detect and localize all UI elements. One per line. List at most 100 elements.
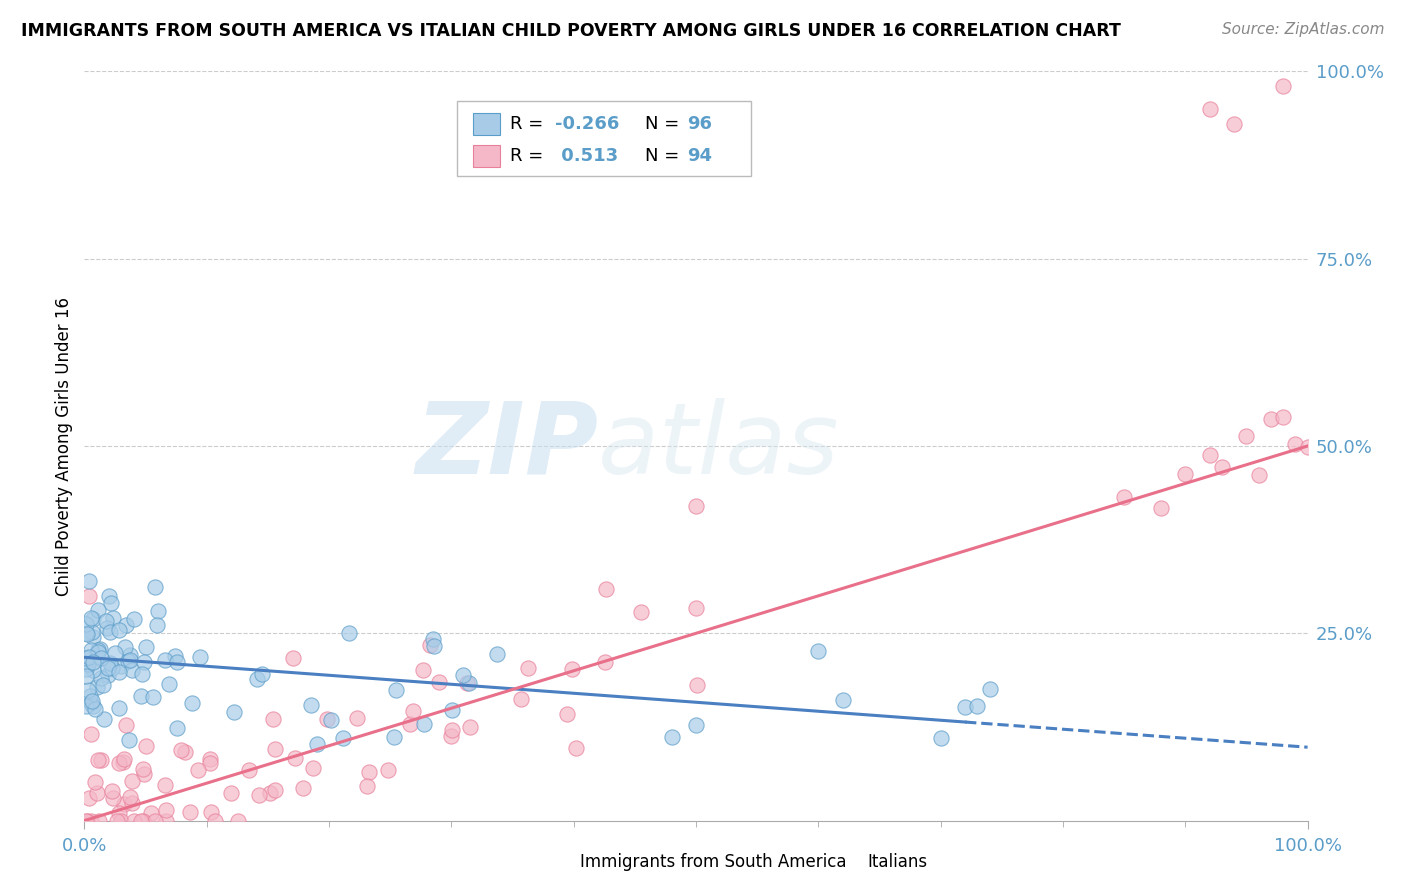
Point (90, 671, 112, 685)
Point (131, 814, 153, 828)
FancyBboxPatch shape (543, 851, 569, 873)
Point (356, 779, 378, 793)
Point (135, 739, 157, 753)
Point (87, 753, 110, 767)
Point (831, 693, 853, 707)
Point (456, 675, 478, 690)
Point (108, 665, 131, 679)
Point (219, 786, 242, 800)
Text: 96: 96 (688, 115, 713, 133)
Point (105, 814, 128, 828)
Text: IMMIGRANTS FROM SOUTH AMERICA VS ITALIAN CHILD POVERTY AMONG GIRLS UNDER 16 CORR: IMMIGRANTS FROM SOUTH AMERICA VS ITALIAN… (21, 22, 1121, 40)
Point (402, 705, 425, 719)
Point (247, 788, 270, 802)
Text: N =: N = (644, 115, 685, 133)
Point (139, 806, 162, 821)
Point (146, 604, 169, 618)
Point (80, 611, 103, 625)
Point (108, 756, 131, 770)
Point (686, 678, 709, 692)
Point (114, 618, 136, 632)
Point (117, 654, 139, 668)
Point (187, 763, 209, 777)
Point (101, 611, 124, 625)
Point (1247, 467, 1270, 482)
Point (685, 717, 707, 731)
Point (80, 643, 103, 657)
Text: R =: R = (510, 115, 548, 133)
Point (87, 643, 110, 657)
Point (82, 664, 104, 678)
Point (82, 630, 104, 644)
Point (440, 723, 463, 737)
Point (346, 711, 368, 725)
Point (96, 661, 118, 675)
Point (198, 752, 221, 766)
Point (132, 763, 155, 777)
Point (179, 805, 201, 820)
Point (86, 644, 108, 658)
Point (112, 755, 135, 769)
Point (561, 662, 583, 676)
Point (264, 782, 287, 797)
Point (135, 640, 157, 655)
FancyBboxPatch shape (474, 112, 501, 135)
Point (181, 696, 204, 710)
Point (170, 743, 193, 757)
Point (132, 767, 155, 781)
Point (292, 780, 315, 795)
Point (517, 660, 540, 674)
Point (555, 707, 578, 722)
Point (685, 600, 707, 615)
Point (77, 574, 100, 588)
Point (86, 603, 108, 617)
Point (76, 657, 98, 671)
Point (118, 790, 141, 805)
Point (204, 814, 226, 828)
Point (302, 761, 325, 775)
Point (115, 718, 138, 732)
Text: Source: ZipAtlas.com: Source: ZipAtlas.com (1222, 22, 1385, 37)
Point (93, 712, 115, 726)
Point (112, 797, 135, 811)
Point (91, 678, 114, 692)
Point (661, 730, 683, 744)
Point (807, 644, 830, 658)
Point (89, 814, 111, 828)
Text: 0.513: 0.513 (555, 147, 619, 165)
Point (299, 698, 322, 712)
Point (321, 714, 343, 728)
Point (174, 745, 197, 759)
Point (101, 791, 124, 805)
Point (104, 646, 127, 660)
Point (100, 624, 122, 639)
Point (1150, 501, 1173, 516)
Point (77, 589, 100, 603)
FancyBboxPatch shape (474, 145, 501, 168)
Point (166, 655, 188, 669)
Point (77, 649, 100, 664)
Point (108, 701, 131, 715)
Point (200, 805, 222, 819)
Point (101, 660, 124, 674)
Point (118, 653, 141, 667)
Point (157, 677, 180, 691)
Point (108, 806, 131, 821)
Point (427, 674, 450, 689)
Point (122, 612, 145, 626)
Point (382, 730, 405, 744)
Point (155, 814, 177, 828)
Point (451, 667, 474, 681)
Text: N =: N = (644, 147, 685, 165)
Point (82, 656, 104, 670)
Point (79, 690, 101, 704)
Point (1272, 409, 1295, 424)
Point (337, 625, 360, 640)
Point (457, 676, 479, 690)
Point (565, 740, 588, 755)
Point (1260, 412, 1282, 426)
Point (143, 580, 166, 594)
Point (1211, 460, 1233, 475)
Point (485, 648, 508, 662)
Point (84, 774, 107, 789)
